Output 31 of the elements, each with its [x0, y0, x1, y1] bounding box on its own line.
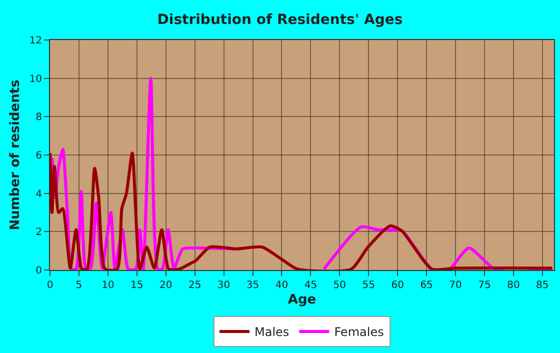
x-tick-label: 70 — [449, 280, 462, 291]
legend-label: Females — [334, 325, 384, 340]
x-axis-title: Age — [288, 292, 316, 308]
x-tick-label: 65 — [420, 280, 433, 291]
y-tick-label: 8 — [36, 112, 42, 124]
x-tick-label: 30 — [217, 280, 230, 291]
x-tick-label: 10 — [102, 280, 114, 291]
x-tick-label: 0 — [46, 280, 54, 291]
x-tick-label: 5 — [76, 280, 82, 291]
x-tick-label: 50 — [333, 280, 346, 291]
y-tick-label: 10 — [29, 74, 42, 85]
x-tick-label: 75 — [478, 280, 491, 291]
y-tick-label: 0 — [36, 266, 42, 276]
chart-title: Distribution of Residents' Ages — [157, 12, 403, 28]
x-tick-label: 55 — [362, 280, 375, 291]
y-tick-label: 2 — [36, 227, 42, 238]
x-tick-label: 45 — [304, 280, 318, 291]
legend-label: Males — [254, 325, 290, 340]
x-tick-label: 40 — [275, 280, 288, 291]
x-tick-label: 60 — [391, 280, 404, 291]
y-axis-title: Number of residents — [8, 79, 24, 230]
x-tick-label: 80 — [507, 280, 520, 291]
x-tick-label: 15 — [130, 280, 144, 291]
line-series — [50, 152, 554, 270]
x-tick-label: 85 — [536, 280, 549, 291]
x-tick-label: 20 — [159, 280, 172, 291]
y-tick-label: 6 — [36, 150, 42, 162]
x-tick-label: 25 — [188, 280, 202, 291]
y-tick-label: 4 — [36, 188, 42, 200]
x-tick-label: 35 — [246, 280, 260, 291]
y-tick-label: 12 — [29, 36, 42, 46]
